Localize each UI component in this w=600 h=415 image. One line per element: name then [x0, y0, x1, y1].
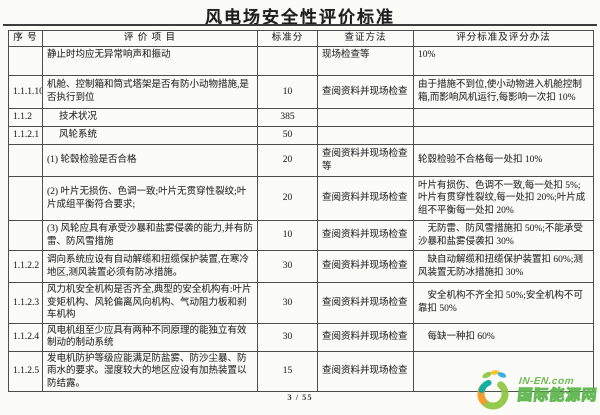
- page-number: 3 / 55: [287, 392, 313, 402]
- cell-item: 机舱、控制箱和筒式塔架是否有防小动物措施,是否执行到位: [42, 75, 258, 109]
- col-header-score: 标准分: [257, 30, 318, 47]
- cell-criteria: [413, 108, 594, 127]
- cell-number: 1.1.2.5: [8, 350, 43, 393]
- cell-criteria: 无防雷、防风雪措施扣 50%;不能承受沙暴和盐雾侵袭扣 30%: [413, 220, 594, 251]
- table-row: 1.1.2.3 风力机安全机构是否齐全,典型的安全机构有:叶片变矩机构、风轮偏离…: [8, 282, 594, 324]
- cell-method: 查阅资料并现场检查: [317, 250, 414, 283]
- cell-method: 查阅资料并现场检查: [317, 176, 414, 221]
- cell-item: 技术状况: [42, 108, 258, 127]
- table-row: 1.1.2.2 调向系统应设有自动解缆和扭缆保护装置,在寒冷地区,测风装置必须有…: [8, 250, 594, 283]
- col-header-criteria: 评分标准及评分办法: [413, 30, 594, 47]
- title-divider: [3, 24, 597, 26]
- cell-number: 1.1.1.10: [8, 75, 43, 109]
- table-row: 1.1.2.1 风轮系统 50: [8, 126, 594, 145]
- cell-criteria: 叶片有损伤、色调不一致,每一处扣 5%;叶片有贯穿性裂纹,每一处扣 20%;叶片…: [413, 176, 594, 221]
- cell-criteria: 缺自动解缆和扭缆保护装置扣 60%;测风装置无防冰措施扣 30%: [413, 250, 594, 283]
- cell-method: 查阅资料并现场检查: [317, 322, 414, 352]
- cell-criteria: 安全机构不齐全扣 50%;安全机构不可靠扣 50%: [413, 282, 594, 324]
- cell-score: 50: [257, 126, 318, 145]
- cell-item: 风力机安全机构是否齐全,典型的安全机构有:叶片变矩机构、风轮偏离风向机构、气动阻…: [42, 282, 258, 324]
- cell-score: 385: [257, 108, 318, 127]
- cell-item: 静止时均应无异常响声和振动: [42, 46, 258, 76]
- table-row: 1.1.1.10 机舱、控制箱和筒式塔架是否有防小动物措施,是否执行到位 10 …: [8, 75, 594, 109]
- cell-score: 15: [257, 350, 318, 393]
- cell-item: (3) 风轮应具有承受沙暴和盐雾侵袭的能力,并有防雷、防风雪措施: [42, 220, 258, 251]
- cell-method: 现场检查等: [317, 46, 414, 76]
- cell-method: 查阅资料并现场检查: [317, 282, 414, 324]
- table-row: (3) 风轮应具有承受沙暴和盐雾侵袭的能力,并有防雷、防风雪措施 10 查阅资料…: [8, 220, 594, 251]
- cell-number: 1.1.2.4: [8, 322, 43, 352]
- cell-number: 1.1.2: [8, 108, 43, 127]
- cell-criteria: 由于措施不到位,使小动物进入机舱控制箱,而影响风机运行,每影响一次扣 10%: [413, 75, 594, 109]
- cell-score: 30: [257, 282, 318, 324]
- cell-criteria: [413, 126, 594, 145]
- cell-score: 30: [257, 322, 318, 352]
- cell-item: 风轮系统: [42, 126, 258, 145]
- cell-number: [8, 220, 43, 251]
- cell-number: 1.1.2.3: [8, 282, 43, 324]
- cell-item: (2) 叶片无损伤、色调一致;叶片无贯穿性裂纹;叶片成组平衡符合要求;: [42, 176, 258, 221]
- table-row: (1) 轮毂检验是否合格 20 查阅资料并现场检查等 轮毂检验不合格每一处扣 1…: [8, 144, 594, 177]
- table-row: 1.1.2 技术状况 385: [8, 108, 594, 127]
- cell-criteria: 轮毂检验不合格每一处扣 10%: [413, 144, 594, 177]
- table-row: 1.1.2.5 发电机防护等级应能满足防盐雾、防沙尘暴、防雨水的要求。湿度较大的…: [8, 350, 594, 393]
- cell-item: 发电机防护等级应能满足防盐雾、防沙尘暴、防雨水的要求。湿度较大的地区应设有加热装…: [42, 350, 258, 393]
- cell-score: 20: [257, 144, 318, 177]
- table-row: 静止时均应无异常响声和振动 现场检查等 10%: [8, 46, 594, 76]
- cell-number: [8, 144, 43, 177]
- cell-number: 1.1.2.1: [8, 126, 43, 145]
- cell-method: 查阅资料并现场检查: [317, 220, 414, 251]
- col-header-number: 序 号: [8, 30, 43, 47]
- cell-score: 20: [257, 176, 318, 221]
- cell-item: (1) 轮毂检验是否合格: [42, 144, 258, 177]
- cell-method: 查阅资料并现场检查: [317, 75, 414, 109]
- page-title: 风电场安全性评价标准: [205, 8, 395, 27]
- table-row: 1.1.2.4 风电机组至少应具有两种不同原理的能独立有效制动的制动系统 30 …: [8, 322, 594, 352]
- cell-criteria: [413, 350, 594, 393]
- cell-score: 10: [257, 220, 318, 251]
- evaluation-standard-table: 序 号 评 价 项 目 标准分 查证方法 评分标准及评分办法 静止时均应无异常响…: [8, 30, 594, 393]
- cell-item: 风电机组至少应具有两种不同原理的能独立有效制动的制动系统: [42, 322, 258, 352]
- cell-criteria: 10%: [413, 46, 594, 76]
- cell-method: 查阅资料并现场检查等: [317, 144, 414, 177]
- col-header-method: 查证方法: [317, 30, 414, 47]
- cell-score: 10: [257, 75, 318, 109]
- table-row: (2) 叶片无损伤、色调一致;叶片无贯穿性裂纹;叶片成组平衡符合要求; 20 查…: [8, 176, 594, 221]
- table-header-row: 序 号 评 价 项 目 标准分 查证方法 评分标准及评分办法: [8, 30, 594, 47]
- cell-method: 查阅资料并现场检查: [317, 350, 414, 393]
- cell-item: 调向系统应设有自动解缆和扭缆保护装置,在寒冷地区,测风装置必须有防冰措施。: [42, 250, 258, 283]
- cell-number: [8, 46, 43, 76]
- cell-method: [317, 108, 414, 127]
- cell-score: [257, 46, 318, 76]
- cell-score: 30: [257, 250, 318, 283]
- cell-number: [8, 176, 43, 221]
- cell-method: [317, 126, 414, 145]
- cell-number: 1.1.2.2: [8, 250, 43, 283]
- cell-criteria: 每缺一种扣 60%: [413, 322, 594, 352]
- col-header-item: 评 价 项 目: [42, 30, 258, 47]
